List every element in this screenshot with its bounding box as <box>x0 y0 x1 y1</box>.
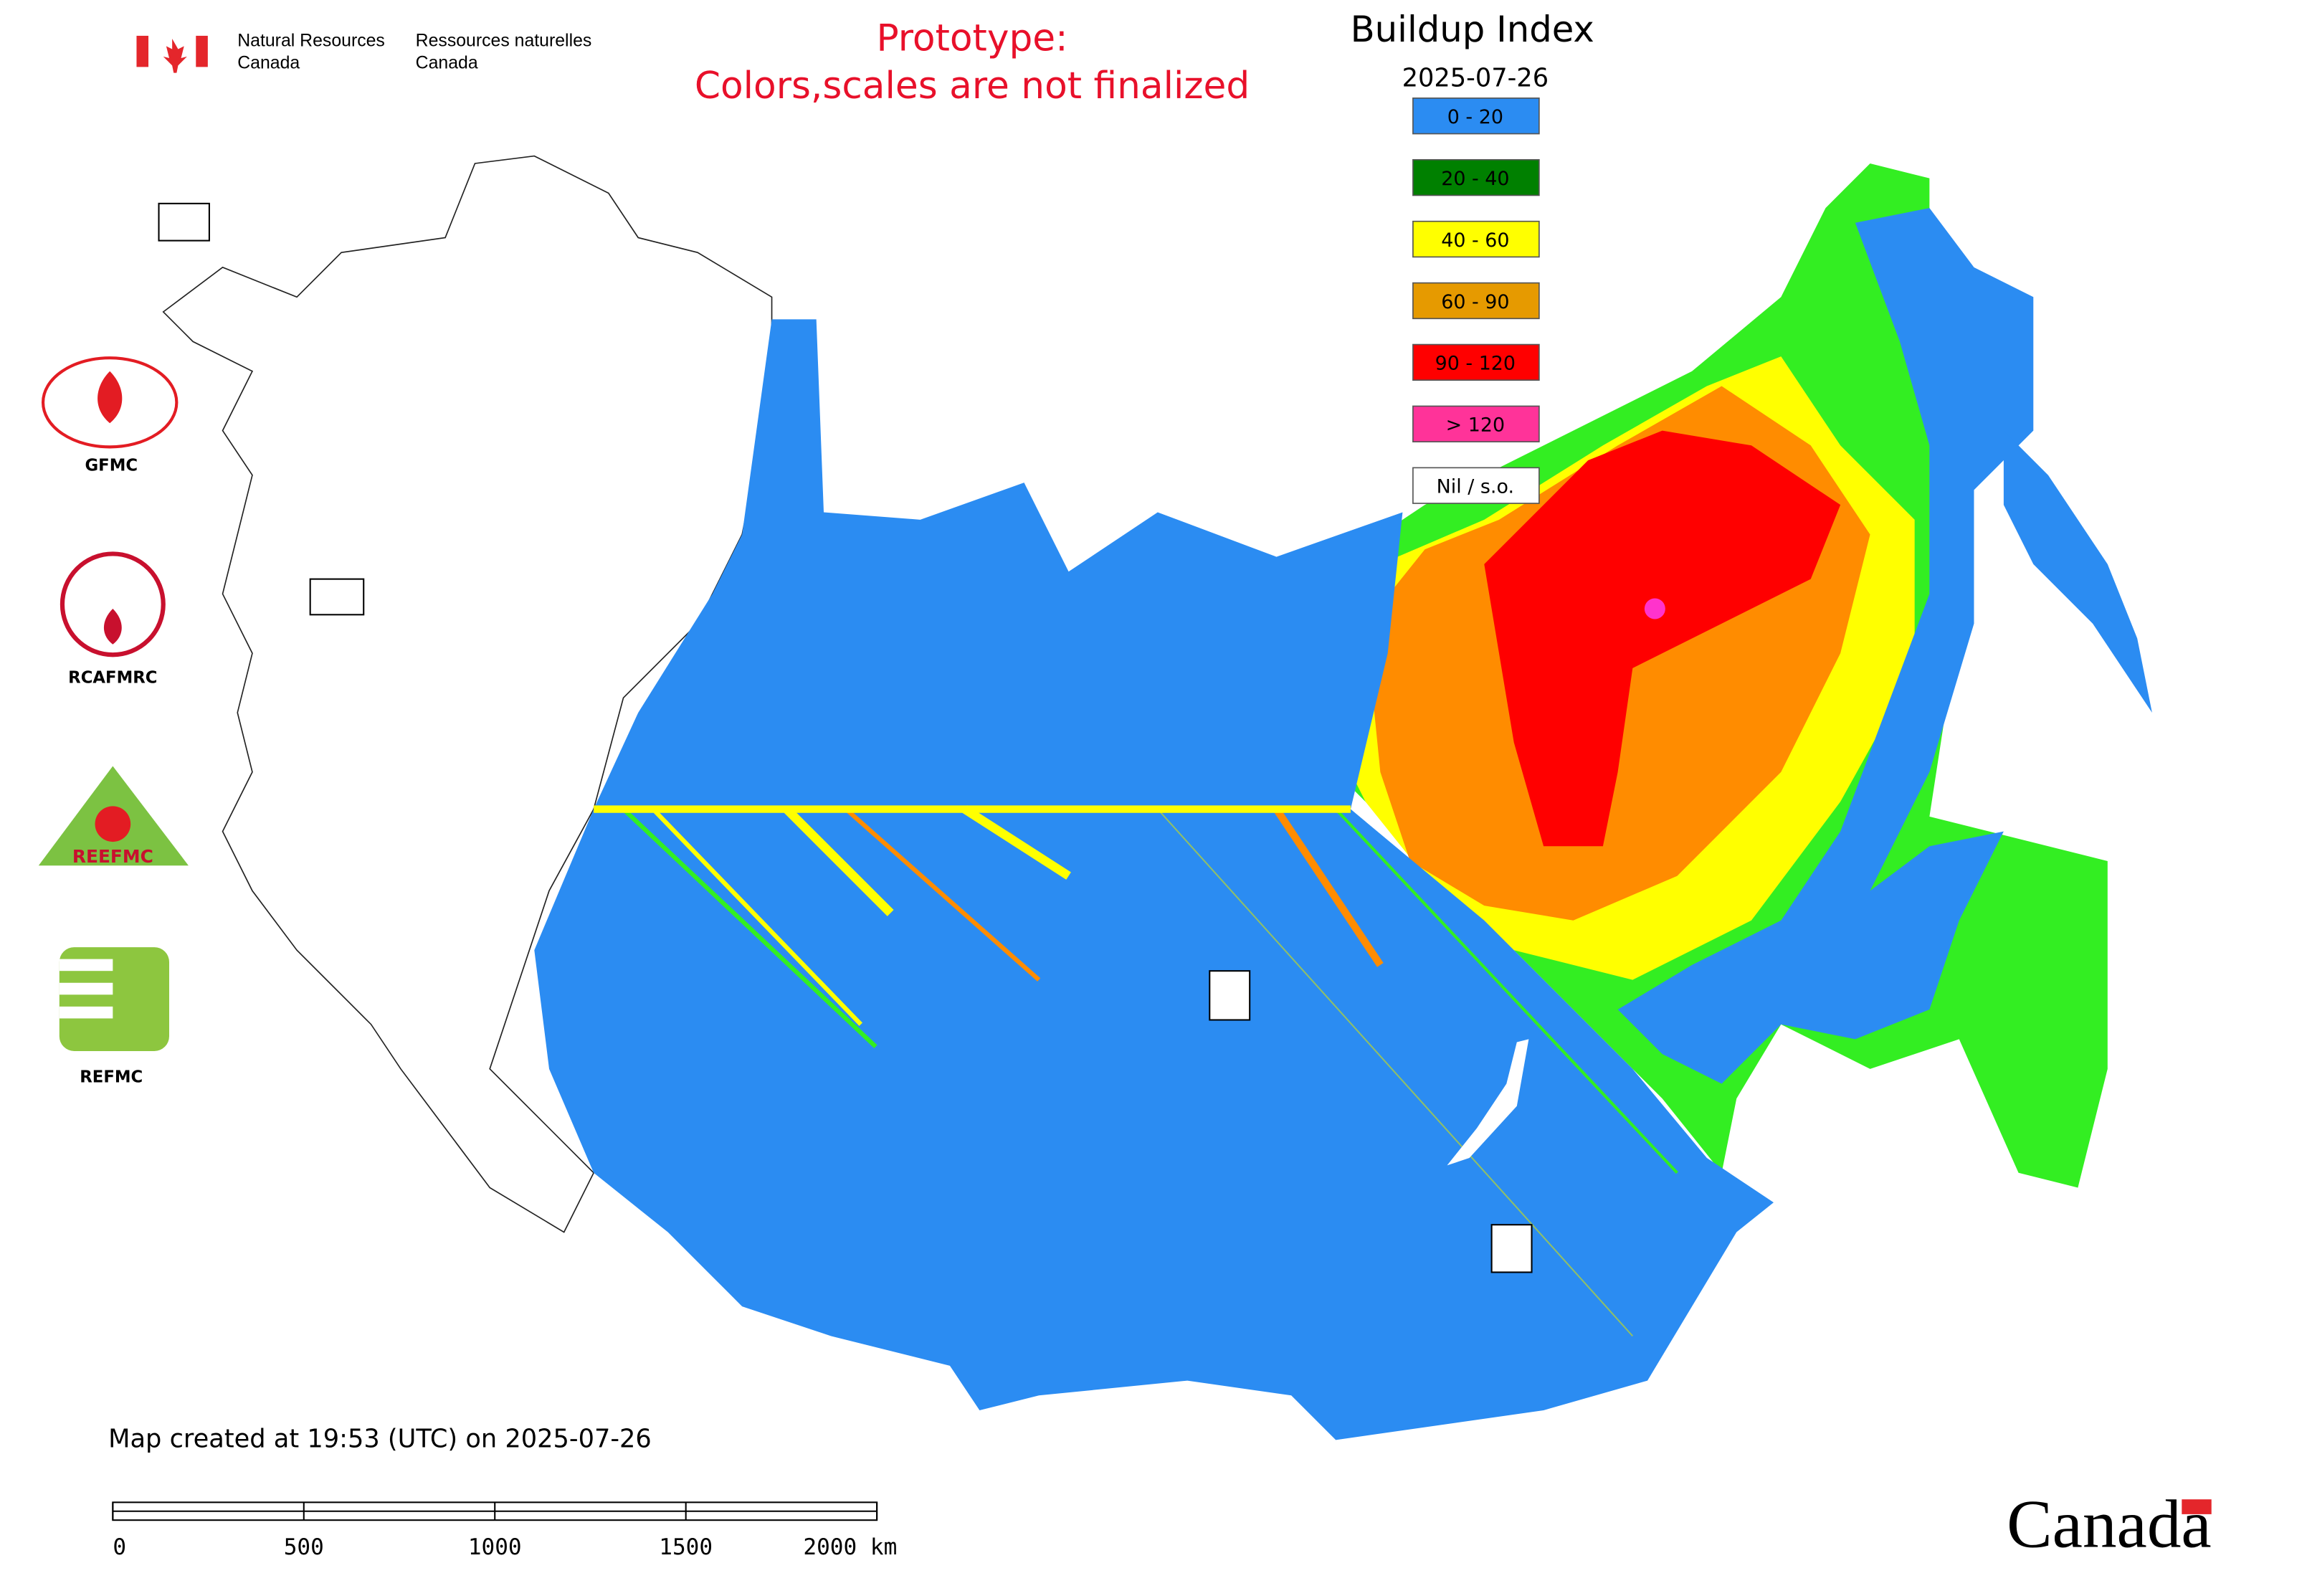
legend: Buildup Index 2025-07-26 0 - 20 20 - 40 40… <box>1351 9 1594 504</box>
logo-rcafmrc: RCAFMRC <box>60 551 166 688</box>
kamchatka <box>2003 430 2152 713</box>
logo-text: REEFMC <box>72 846 153 867</box>
dept-fr-1: Ressources naturelles <box>416 31 592 50</box>
logo-gfmc: GFMC <box>41 356 179 475</box>
legend-label: 90 - 120 <box>1435 353 1516 375</box>
legend-swatch <box>1412 282 1540 320</box>
legend-swatch <box>1412 220 1540 258</box>
scale-label: 1500 <box>659 1534 713 1560</box>
lake-baikal <box>1447 1039 1529 1166</box>
data-streaks <box>594 805 1678 1337</box>
station-marker <box>158 202 210 242</box>
station-marker <box>1490 1224 1533 1273</box>
zone-over-120 <box>1644 598 1665 619</box>
scale-label: 500 <box>284 1534 324 1560</box>
legend-label: > 120 <box>1446 414 1505 437</box>
legend-swatch <box>1412 467 1540 504</box>
scale-label: 2000 km <box>803 1534 897 1560</box>
legend-swatch <box>1412 343 1540 381</box>
notice-1: Prototype: <box>876 17 1067 60</box>
scale-label: 0 <box>113 1534 126 1560</box>
legend-label: 20 - 40 <box>1441 168 1509 190</box>
zone-0-20-east <box>1617 208 2034 1084</box>
dept-fr-2: Canada <box>416 53 478 72</box>
station-marker <box>309 578 365 616</box>
creation-note: Map created at 19:53 (UTC) on 2025-07-26 <box>108 1425 652 1454</box>
logo-label: GFMC <box>85 457 138 475</box>
gov-signature: Natural Resources Canada Ressources natu… <box>136 31 592 73</box>
zone-90-120 <box>1484 430 1841 847</box>
scale-label: 1000 <box>468 1534 522 1560</box>
legend-date: 2025-07-26 <box>1402 63 1549 92</box>
dept-en-2: Canada <box>237 53 300 72</box>
canada-wordmark: Canada <box>2007 1486 2212 1562</box>
legend-label: 40 - 60 <box>1441 229 1509 252</box>
legend-swatch <box>1412 405 1540 442</box>
legend-swatch <box>1412 98 1540 135</box>
logo-refmc: REFMC <box>59 947 170 1086</box>
legend-swatch <box>1412 158 1540 196</box>
scale-bar: 0 500 1000 1500 2000 km <box>112 1501 897 1560</box>
country-outlines <box>162 155 773 1233</box>
notice-2: Colors,scales are not finalized <box>695 65 1250 108</box>
legend-label: Nil / s.o. <box>1437 476 1514 498</box>
logo-label: RCAFMRC <box>68 669 157 688</box>
dept-en-1: Natural Resources <box>237 31 385 50</box>
logo-label: REFMC <box>80 1068 143 1086</box>
legend-title: Buildup Index <box>1351 9 1594 50</box>
legend-label: 60 - 90 <box>1441 291 1509 313</box>
wordmark-flag <box>2182 1499 2212 1514</box>
legend-label: 0 - 20 <box>1447 106 1503 128</box>
station-marker <box>1209 970 1251 1021</box>
logo-reefmc: REEFMC <box>38 766 189 867</box>
